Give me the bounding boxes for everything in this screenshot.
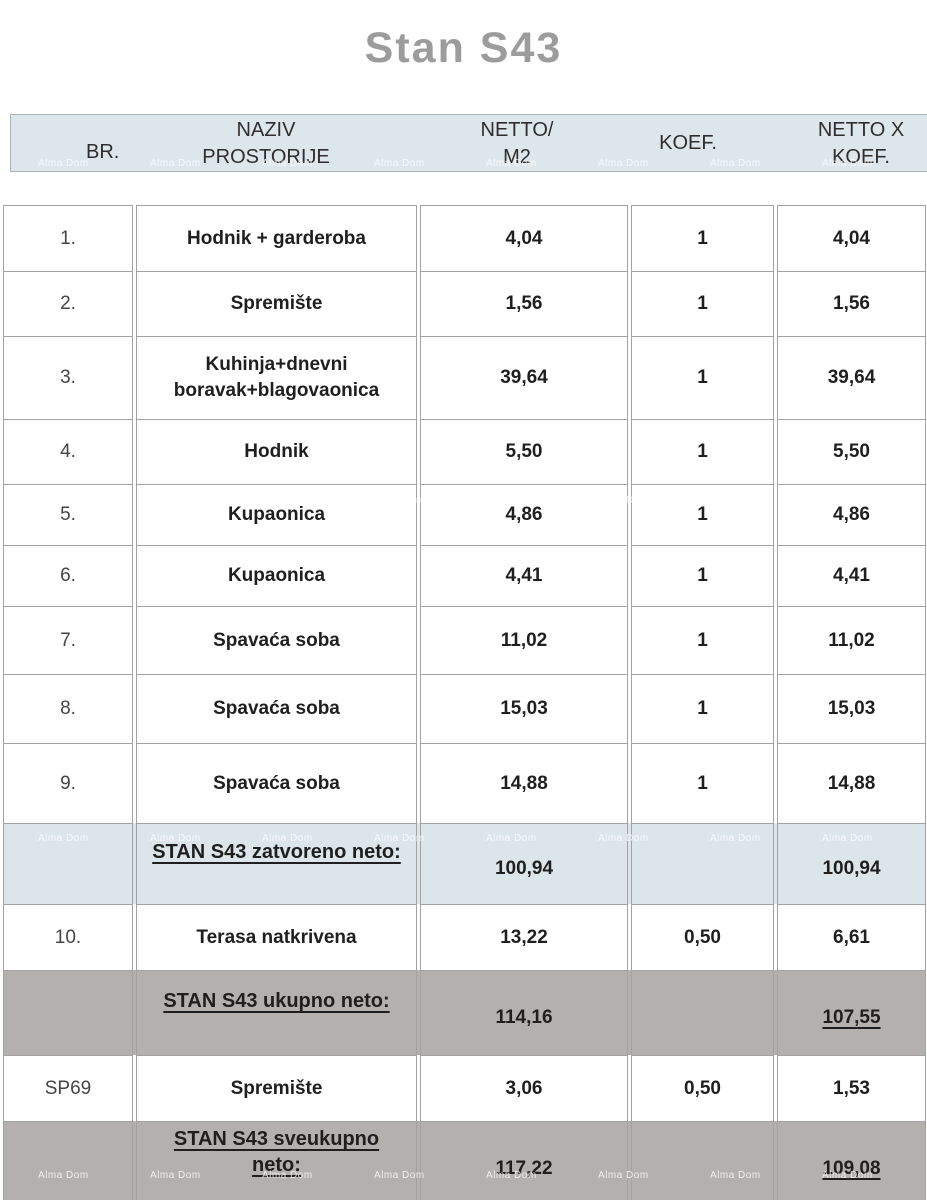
cell-koef: 0,50 <box>631 1055 774 1122</box>
header-col-name: NAZIV PROSTORIJE <box>202 119 330 168</box>
cell-room-name: Spremište <box>136 271 417 337</box>
cell-netto: 5,50 <box>420 419 628 485</box>
summary-row-ukupno: STAN S43 ukupno neto: 114,16 107,55 <box>3 970 926 1056</box>
cell-netto: 4,04 <box>420 205 628 272</box>
table-row: 1. Hodnik + garderoba 4,04 1 4,04 <box>3 205 926 272</box>
cell-br: 5. <box>3 484 133 546</box>
cell-koef <box>631 970 774 1056</box>
cell-room-name: Terasa natkrivena <box>136 904 417 971</box>
cell-netto: 4,86 <box>420 484 628 546</box>
cell-netto: 1,56 <box>420 271 628 337</box>
cell-netto: 3,06 <box>420 1055 628 1122</box>
header-col-koef: KOEF. <box>659 132 717 154</box>
cell-netto: 11,02 <box>420 606 628 675</box>
table-row: 9. Spavaća soba 14,88 1 14,88 <box>3 743 926 824</box>
summary-row-zatvoreno: STAN S43 zatvoreno neto: 100,94 100,94 <box>3 823 926 905</box>
cell-br: 2. <box>3 271 133 337</box>
cell-total: 5,50 <box>777 419 926 485</box>
table-row: 3. Kuhinja+dnevni boravak+blagovaonica 3… <box>3 336 926 420</box>
cell-koef: 1 <box>631 545 774 607</box>
cell-koef: 1 <box>631 205 774 272</box>
cell-netto: 4,41 <box>420 545 628 607</box>
cell-netto: 100,94 <box>420 823 628 905</box>
cell-total: 11,02 <box>777 606 926 675</box>
table-row: 7. Spavaća soba 11,02 1 11,02 <box>3 606 926 675</box>
cell-koef: 1 <box>631 336 774 420</box>
cell-br: 10. <box>3 904 133 971</box>
cell-total: 15,03 <box>777 674 926 744</box>
cell-koef: 1 <box>631 484 774 546</box>
cell-netto: 117,22 <box>420 1121 628 1200</box>
table-row: 4. Hodnik 5,50 1 5,50 <box>3 419 926 485</box>
header-col-br: BR. <box>86 141 120 163</box>
cell-koef: 0,50 <box>631 904 774 971</box>
cell-total: 100,94 <box>777 823 926 905</box>
cell-koef <box>631 823 774 905</box>
cell-total: 107,55 <box>777 970 926 1056</box>
cell-br <box>3 970 133 1056</box>
cell-total: 1,56 <box>777 271 926 337</box>
header-col-nettokoef: NETTO X KOEF. <box>817 119 905 168</box>
cell-br: 9. <box>3 743 133 824</box>
cell-koef: 1 <box>631 674 774 744</box>
cell-koef: 1 <box>631 419 774 485</box>
cell-koef: 1 <box>631 271 774 337</box>
cell-netto: 39,64 <box>420 336 628 420</box>
cell-room-name: Hodnik + garderoba <box>136 205 417 272</box>
cell-br: SP69 <box>3 1055 133 1122</box>
cell-br: 1. <box>3 205 133 272</box>
cell-br: 3. <box>3 336 133 420</box>
cell-total: 6,61 <box>777 904 926 971</box>
cell-br: 7. <box>3 606 133 675</box>
cell-total: 4,86 <box>777 484 926 546</box>
cell-total: 4,41 <box>777 545 926 607</box>
cell-room-name: Spremište <box>136 1055 417 1122</box>
cell-room-name: Spavaća soba <box>136 606 417 675</box>
cell-total: 109,08 <box>777 1121 926 1200</box>
cell-netto: 114,16 <box>420 970 628 1056</box>
table-row: 8. Spavaća soba 15,03 1 15,03 <box>3 674 926 744</box>
cell-br <box>3 1121 133 1200</box>
table-row: 10. Terasa natkrivena 13,22 0,50 6,61 <box>3 904 926 971</box>
cell-room-name: Kupaonica <box>136 545 417 607</box>
cell-total: 1,53 <box>777 1055 926 1122</box>
cell-total: 14,88 <box>777 743 926 824</box>
cell-room-name: Spavaća soba <box>136 743 417 824</box>
cell-koef <box>631 1121 774 1200</box>
summary-row-sveukupno: STAN S43 sveukupno neto: 117,22 109,08 <box>3 1121 926 1200</box>
table-header: BR. NAZIV PROSTORIJE NETTO/ M2 KOEF. NET… <box>10 114 927 172</box>
cell-netto: 13,22 <box>420 904 628 971</box>
cell-br <box>3 823 133 905</box>
cell-br: 6. <box>3 545 133 607</box>
cell-netto: 15,03 <box>420 674 628 744</box>
table-row: 5. Kupaonica 4,86 1 4,86 <box>3 484 926 546</box>
table-row: 6. Kupaonica 4,41 1 4,41 <box>3 545 926 607</box>
cell-room-name: Hodnik <box>136 419 417 485</box>
table-row: 2. Spremište 1,56 1 1,56 <box>3 271 926 337</box>
cell-room-name: Spavaća soba <box>136 674 417 744</box>
cell-koef: 1 <box>631 743 774 824</box>
area-table: 1. Hodnik + garderoba 4,04 1 4,04 2. Spr… <box>3 205 926 1200</box>
cell-summary-label: STAN S43 ukupno neto: <box>136 970 417 1056</box>
cell-total: 39,64 <box>777 336 926 420</box>
cell-br: 4. <box>3 419 133 485</box>
cell-total: 4,04 <box>777 205 926 272</box>
table-row: SP69 Spremište 3,06 0,50 1,53 <box>3 1055 926 1122</box>
cell-room-name: Kuhinja+dnevni boravak+blagovaonica <box>136 336 417 420</box>
cell-room-name: Kupaonica <box>136 484 417 546</box>
cell-summary-label: STAN S43 sveukupno neto: <box>136 1121 417 1200</box>
cell-koef: 1 <box>631 606 774 675</box>
header-col-netto: NETTO/ M2 <box>480 119 554 168</box>
page-title: Stan S43 <box>364 24 563 72</box>
cell-netto: 14,88 <box>420 743 628 824</box>
cell-br: 8. <box>3 674 133 744</box>
cell-summary-label: STAN S43 zatvoreno neto: <box>136 823 417 905</box>
